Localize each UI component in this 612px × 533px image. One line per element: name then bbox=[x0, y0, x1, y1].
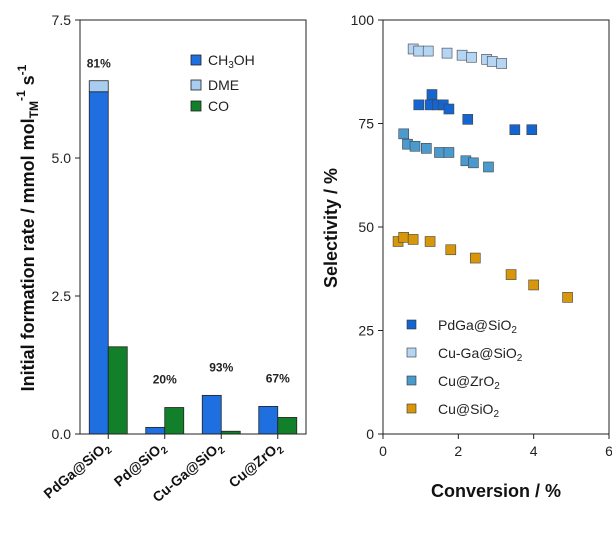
bar-y-tick-label: 5.0 bbox=[52, 150, 72, 166]
bar-annotations: 81% 20% 93% 67% bbox=[87, 57, 290, 387]
scatter-point-cu-sio2 bbox=[469, 252, 481, 264]
scatter-x-tick-label: 0 bbox=[379, 443, 387, 459]
scatter-point-cu-ga-sio2 bbox=[422, 45, 434, 57]
scatter-legend-label-cu-sio2: Cu@SiO2 bbox=[438, 401, 499, 420]
legend-swatch-dme bbox=[190, 79, 202, 91]
scatter-legend: PdGa@SiO2 Cu-Ga@SiO2 Cu@ZrO2 Cu@SiO2 bbox=[406, 317, 523, 420]
scatter-point-cu-sio2 bbox=[424, 236, 436, 247]
scatter-point-cu-zro2 bbox=[398, 128, 410, 140]
scatter-point-cu-sio2 bbox=[528, 279, 539, 291]
bar-ch3oh-cu-zro2 bbox=[258, 405, 279, 435]
scatter-legend-swatch-cu-sio2 bbox=[406, 403, 417, 414]
scatter-y-tick-label: 100 bbox=[351, 12, 375, 28]
scatter-point-pdga-sio2 bbox=[426, 89, 438, 100]
scatter-point-pdga-sio2 bbox=[443, 103, 455, 115]
bar-category-labels: PdGa@SiO2 Pd@SiO2 Cu-Ga@SiO2 Cu@ZrO2 bbox=[40, 438, 287, 506]
scatter-y-tick-label: 75 bbox=[358, 116, 374, 132]
scatter-legend-swatch-cu-zro2 bbox=[406, 375, 417, 386]
scatter-legend-swatch-pdga-sio2 bbox=[406, 319, 417, 330]
bar-ch3oh-cu-ga-sio2 bbox=[201, 394, 222, 435]
scatter-point-pdga-sio2 bbox=[509, 124, 521, 136]
bar-x-ticks bbox=[107, 434, 279, 439]
legend-label-ch3oh: CH3OH bbox=[208, 52, 255, 71]
scatter-point-cu-ga-sio2 bbox=[496, 58, 507, 69]
scatter-point-cu-zro2 bbox=[483, 161, 494, 173]
scatter-y-ticks: 0 25 50 75 100 bbox=[351, 12, 383, 442]
scatter-y-tick-label: 25 bbox=[358, 323, 374, 339]
bar-y-ticks: 0.0 2.5 5.0 7.5 bbox=[52, 12, 80, 442]
bar-annotation-cu-ga-sio2: 93% bbox=[209, 360, 233, 374]
scatter-point-cu-sio2 bbox=[505, 269, 517, 280]
bar-ch3oh-pdga-sio2 bbox=[88, 91, 109, 435]
category-label-cu-zro2: Cu@ZrO2 bbox=[226, 438, 287, 494]
scatter-x-ticks: 0 2 4 6 bbox=[379, 434, 612, 459]
legend-swatch-ch3oh bbox=[190, 54, 202, 66]
scatter-point-pdga-sio2 bbox=[462, 114, 474, 125]
bar-legend: CH3OH DME CO bbox=[190, 52, 255, 114]
scatter-point-cu-sio2 bbox=[445, 244, 457, 256]
scatter-point-cu-sio2 bbox=[407, 234, 419, 245]
scatter-point-cu-ga-sio2 bbox=[466, 51, 477, 63]
bar-annotation-pdga-sio2: 81% bbox=[87, 57, 111, 71]
scatter-point-cu-zro2 bbox=[468, 157, 479, 169]
bar-y-tick-label: 0.0 bbox=[52, 426, 72, 442]
bar-co-cu-zro2 bbox=[277, 417, 298, 435]
legend-swatch-co bbox=[190, 100, 202, 112]
bar-chart-frame bbox=[79, 19, 307, 435]
bar-y-tick-label: 2.5 bbox=[52, 288, 72, 304]
scatter-x-tick-label: 2 bbox=[454, 443, 462, 459]
scatter-chart-frame bbox=[382, 19, 610, 435]
scatter-legend-label-cu-zro2: Cu@ZrO2 bbox=[438, 373, 500, 392]
bar-ch3oh-pd-sio2 bbox=[145, 426, 166, 435]
scatter-point-cu-ga-sio2 bbox=[456, 49, 468, 61]
scatter-legend-label-pdga-sio2: PdGa@SiO2 bbox=[438, 317, 517, 336]
scatter-point-cu-ga-sio2 bbox=[486, 56, 498, 67]
scatter-point-cu-sio2 bbox=[398, 232, 410, 243]
scatter-legend-swatch-cu-ga-sio2 bbox=[406, 347, 417, 358]
scatter-y-axis-label: Selectivity / % bbox=[321, 168, 341, 288]
scatter-point-cu-sio2 bbox=[562, 292, 573, 303]
scatter-x-tick-label: 4 bbox=[530, 443, 538, 459]
category-label-pdga-sio2: PdGa@SiO2 bbox=[40, 438, 114, 505]
legend-label-co: CO bbox=[208, 98, 229, 114]
scatter-point-pdga-sio2 bbox=[526, 124, 538, 136]
scatter-chart-panel: 0 25 50 75 100 0 2 4 6 Selectivity / % Conversi… bbox=[321, 12, 612, 501]
scatter-y-tick-label: 50 bbox=[358, 219, 374, 235]
scatter-point-cu-ga-sio2 bbox=[413, 45, 425, 57]
scatter-point-cu-zro2 bbox=[409, 140, 421, 152]
scatter-legend-label-cu-ga-sio2: Cu-Ga@SiO2 bbox=[438, 345, 523, 364]
scatter-point-pdga-sio2 bbox=[413, 99, 425, 111]
scatter-point-cu-zro2 bbox=[421, 143, 432, 154]
legend-label-dme: DME bbox=[208, 77, 239, 93]
scatter-point-cu-ga-sio2 bbox=[441, 47, 453, 59]
bar-chart-panel: 0.0 2.5 5.0 7.5 81% 20% 93% 67% Initial format… bbox=[14, 12, 307, 506]
scatter-point-cu-zro2 bbox=[434, 147, 445, 158]
scatter-x-tick-label: 6 bbox=[605, 443, 612, 459]
scatter-points-layer bbox=[392, 43, 573, 303]
scatter-x-axis-label: Conversion / % bbox=[431, 481, 561, 501]
scatter-point-cu-zro2 bbox=[443, 147, 455, 158]
bar-y-tick-label: 7.5 bbox=[52, 12, 72, 28]
bar-y-axis-label: Initial formation rate / mmol molTM-1 s-… bbox=[14, 64, 41, 391]
bar-annotation-cu-zro2: 67% bbox=[266, 371, 290, 385]
bar-annotation-pd-sio2: 20% bbox=[153, 373, 177, 387]
bar-dme-pdga-sio2 bbox=[88, 80, 109, 93]
scatter-y-tick-label: 0 bbox=[366, 426, 374, 442]
bar-co-pdga-sio2 bbox=[107, 346, 128, 435]
bar-co-pd-sio2 bbox=[164, 407, 185, 435]
